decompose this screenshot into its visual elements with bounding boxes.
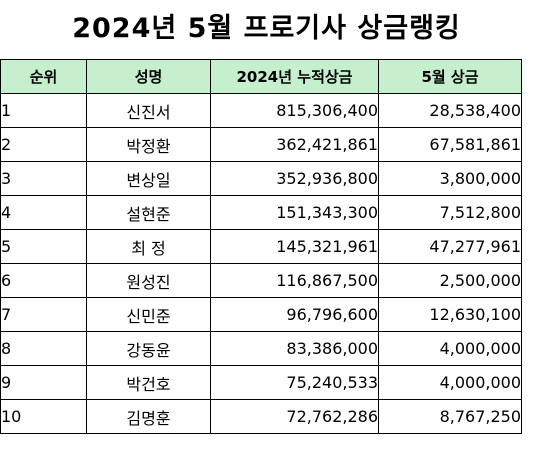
table-row: 5 최 정 145,321,961 47,277,961 bbox=[0, 229, 522, 264]
table-row: 2 박정환 362,421,861 67,581,861 bbox=[0, 127, 522, 162]
name-cell: 강동윤 bbox=[86, 331, 211, 366]
table-row: 6 원성진 116,867,500 2,500,000 bbox=[0, 263, 522, 298]
table-row: 4 설현준 151,343,300 7,512,800 bbox=[0, 195, 522, 230]
table-row: 8 강동윤 83,386,000 4,000,000 bbox=[0, 331, 522, 366]
cumulative-prize-cell: 75,240,533 bbox=[210, 365, 379, 400]
table-row: 7 신민준 96,796,600 12,630,100 bbox=[0, 297, 522, 332]
table-row: 10 김명훈 72,762,286 8,767,250 bbox=[0, 399, 522, 434]
header-rank: 순위 bbox=[0, 59, 87, 94]
name-cell: 설현준 bbox=[86, 195, 211, 230]
header-may-prize: 5월 상금 bbox=[378, 59, 522, 94]
rank-cell: 4 bbox=[0, 195, 87, 230]
rank-cell: 9 bbox=[0, 365, 87, 400]
cumulative-prize-cell: 116,867,500 bbox=[210, 263, 379, 298]
cumulative-prize-cell: 72,762,286 bbox=[210, 399, 379, 434]
cumulative-prize-cell: 96,796,600 bbox=[210, 297, 379, 332]
may-prize-cell: 2,500,000 bbox=[378, 263, 522, 298]
may-prize-cell: 4,000,000 bbox=[378, 365, 522, 400]
header-cumulative-prize: 2024년 누적상금 bbox=[210, 59, 379, 94]
ranking-table: 순위 성명 2024년 누적상금 5월 상금 1 신진서 815,306,400… bbox=[0, 59, 522, 434]
rank-cell: 7 bbox=[0, 297, 87, 332]
header-name: 성명 bbox=[86, 59, 211, 94]
name-cell: 원성진 bbox=[86, 263, 211, 298]
header-row: 순위 성명 2024년 누적상금 5월 상금 bbox=[0, 59, 522, 94]
cumulative-prize-cell: 151,343,300 bbox=[210, 195, 379, 230]
may-prize-cell: 47,277,961 bbox=[378, 229, 522, 264]
name-cell: 박건호 bbox=[86, 365, 211, 400]
name-cell: 변상일 bbox=[86, 161, 211, 196]
table-row: 9 박건호 75,240,533 4,000,000 bbox=[0, 365, 522, 400]
rank-cell: 2 bbox=[0, 127, 87, 162]
cumulative-prize-cell: 145,321,961 bbox=[210, 229, 379, 264]
cumulative-prize-cell: 815,306,400 bbox=[210, 93, 379, 128]
cumulative-prize-cell: 83,386,000 bbox=[210, 331, 379, 366]
page-title: 2024년 5월 프로기사 상금랭킹 bbox=[72, 13, 461, 44]
name-cell: 신진서 bbox=[86, 93, 211, 128]
rank-cell: 1 bbox=[0, 93, 87, 128]
cumulative-prize-cell: 352,936,800 bbox=[210, 161, 379, 196]
may-prize-cell: 28,538,400 bbox=[378, 93, 522, 128]
may-prize-cell: 67,581,861 bbox=[378, 127, 522, 162]
may-prize-cell: 4,000,000 bbox=[378, 331, 522, 366]
name-cell: 최 정 bbox=[86, 229, 211, 264]
may-prize-cell: 8,767,250 bbox=[378, 399, 522, 434]
rank-cell: 10 bbox=[0, 399, 87, 434]
rank-cell: 8 bbox=[0, 331, 87, 366]
cumulative-prize-cell: 362,421,861 bbox=[210, 127, 379, 162]
may-prize-cell: 3,800,000 bbox=[378, 161, 522, 196]
table-row: 1 신진서 815,306,400 28,538,400 bbox=[0, 93, 522, 128]
rank-cell: 5 bbox=[0, 229, 87, 264]
table-row: 3 변상일 352,936,800 3,800,000 bbox=[0, 161, 522, 196]
may-prize-cell: 12,630,100 bbox=[378, 297, 522, 332]
name-cell: 박정환 bbox=[86, 127, 211, 162]
rank-cell: 6 bbox=[0, 263, 87, 298]
name-cell: 신민준 bbox=[86, 297, 211, 332]
name-cell: 김명훈 bbox=[86, 399, 211, 434]
may-prize-cell: 7,512,800 bbox=[378, 195, 522, 230]
rank-cell: 3 bbox=[0, 161, 87, 196]
